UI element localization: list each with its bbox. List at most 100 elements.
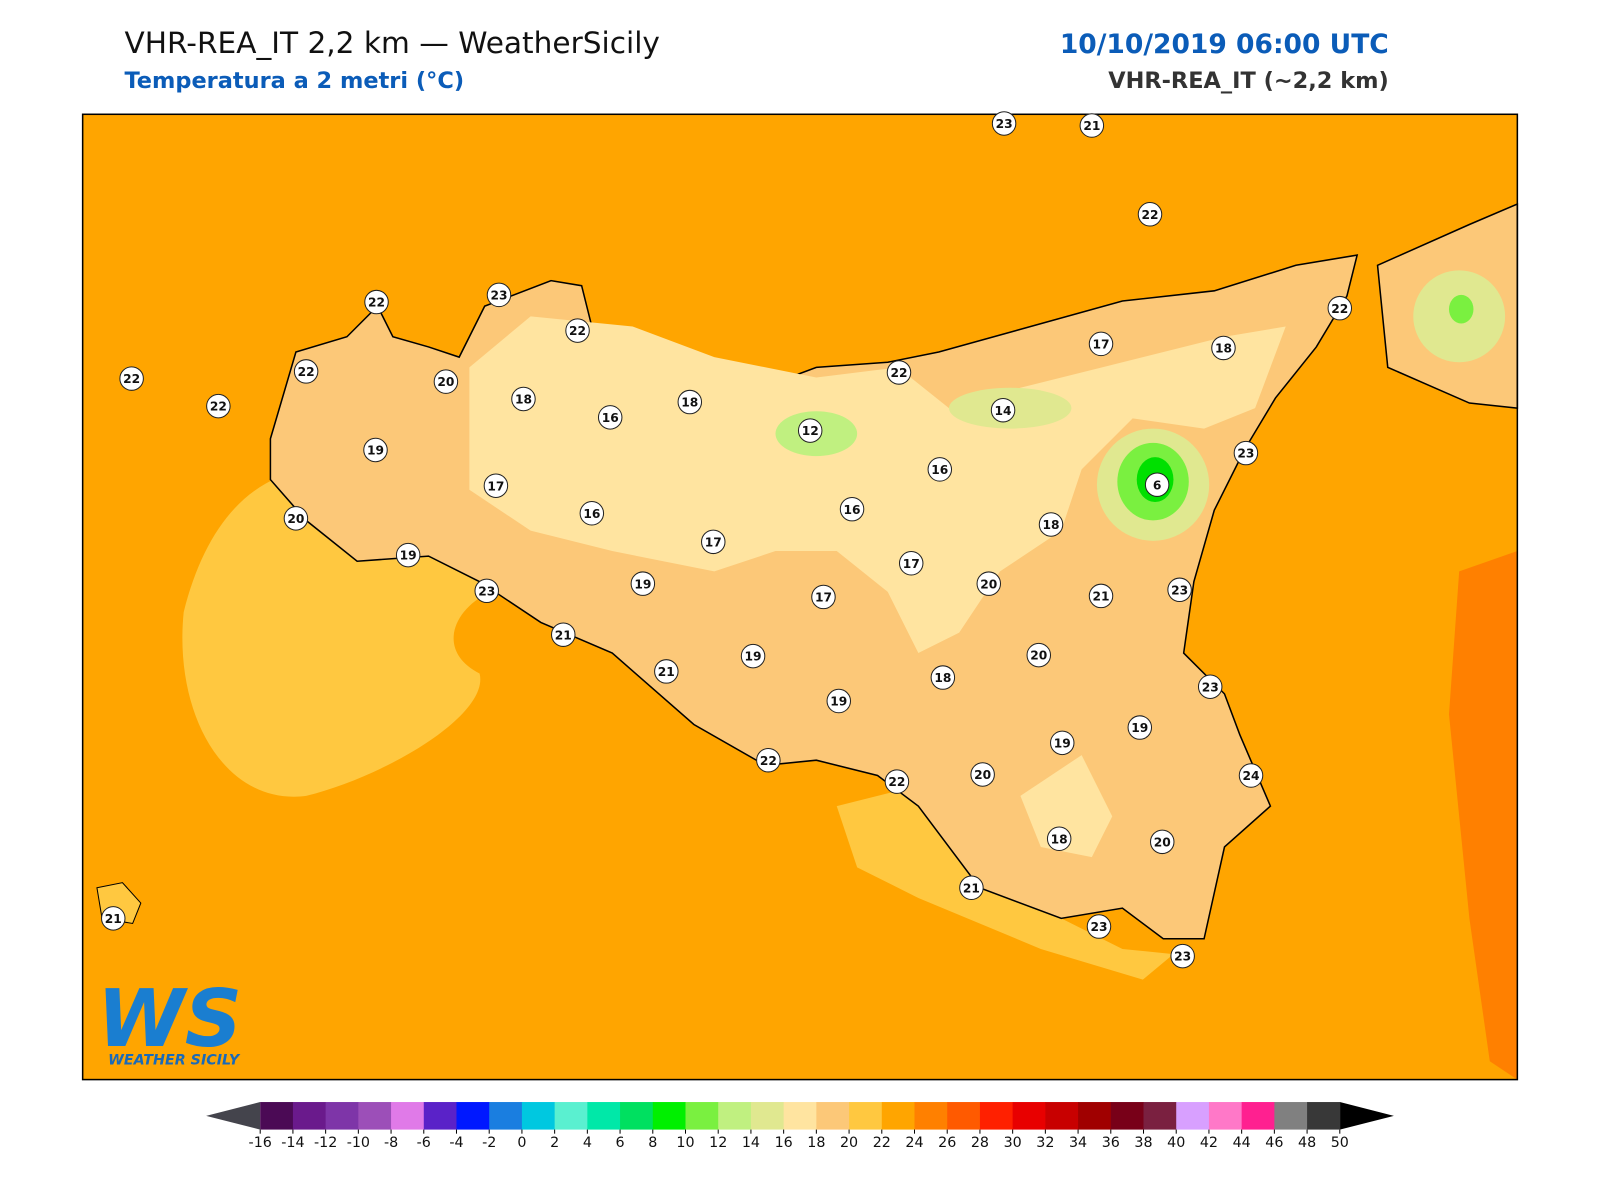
station: 20 xyxy=(433,369,459,394)
station-marker xyxy=(364,289,389,315)
station: 19 xyxy=(826,688,852,714)
station-value: 21 xyxy=(1093,590,1110,604)
station: 22 xyxy=(1137,202,1163,227)
station: 21 xyxy=(654,659,679,684)
station-value: 22 xyxy=(1141,208,1158,222)
logo-name: WEATHER SICILY xyxy=(108,1052,241,1068)
subtitle: Temperatura a 2 metri (°C) xyxy=(124,68,464,94)
cool-area xyxy=(1448,294,1474,324)
colorbar-segment xyxy=(685,1102,719,1130)
station-marker xyxy=(1144,472,1170,497)
station-value: 22 xyxy=(888,775,905,789)
station-marker xyxy=(1079,113,1105,138)
station-value: 22 xyxy=(210,400,227,414)
station-marker xyxy=(474,578,499,604)
colorbar-tick-label: -10 xyxy=(347,1135,370,1151)
station-marker xyxy=(826,688,852,714)
station: 23 xyxy=(1233,440,1259,466)
station-marker xyxy=(1170,943,1195,969)
station-value: 22 xyxy=(890,366,907,380)
colorbar-tick-label: 32 xyxy=(1036,1135,1054,1151)
station-value: 19 xyxy=(367,444,384,458)
station-value: 17 xyxy=(1093,337,1110,351)
logo: WS WEATHER SICILY xyxy=(97,972,242,1068)
station-marker xyxy=(1211,335,1236,361)
station-value: 16 xyxy=(844,503,861,517)
station: 21 xyxy=(959,875,984,900)
station-value: 16 xyxy=(583,507,600,521)
station: 16 xyxy=(579,501,605,526)
colorbar-segment xyxy=(489,1102,523,1130)
station-marker xyxy=(1127,715,1153,740)
station-marker xyxy=(976,571,1002,596)
station-value: 23 xyxy=(1171,583,1188,597)
station-marker xyxy=(1086,914,1112,939)
colorbar-tick-label: -12 xyxy=(314,1135,337,1151)
station: 17 xyxy=(898,551,924,576)
station-marker xyxy=(206,393,231,419)
station-value: 22 xyxy=(123,372,140,386)
station-marker xyxy=(293,359,319,384)
station: 16 xyxy=(839,496,865,522)
station-value: 20 xyxy=(1154,835,1171,849)
station-marker xyxy=(283,506,309,531)
colorbar-tick-label: 26 xyxy=(938,1135,956,1151)
station: 23 xyxy=(1170,943,1195,969)
station-marker xyxy=(927,457,953,482)
station-marker xyxy=(959,875,984,900)
station-marker xyxy=(1038,512,1064,537)
colorbar-tick-label: -14 xyxy=(281,1135,304,1151)
colorbar-tick-label: 40 xyxy=(1167,1135,1185,1151)
station-value: 22 xyxy=(298,365,315,379)
station-marker xyxy=(1167,577,1192,603)
colorbar-tick-label: 0 xyxy=(517,1135,526,1151)
colorbar-segment xyxy=(1208,1102,1243,1130)
colorbar-segment xyxy=(620,1102,654,1130)
station: 21 xyxy=(1079,113,1105,138)
station-marker xyxy=(1050,730,1075,756)
station-value: 18 xyxy=(1215,342,1232,356)
station-value: 17 xyxy=(487,479,504,493)
station-marker xyxy=(884,769,910,794)
station-marker xyxy=(886,360,912,385)
station: 19 xyxy=(395,542,421,568)
colorbar-segment xyxy=(456,1102,490,1130)
colorbar-segment xyxy=(292,1102,327,1130)
station-value: 6 xyxy=(1153,478,1162,492)
station: 19 xyxy=(1050,730,1075,756)
station-marker xyxy=(565,318,590,343)
station-marker xyxy=(1150,829,1175,855)
station-value: 19 xyxy=(1054,736,1071,750)
station-marker xyxy=(654,659,679,684)
colorbar-tick-label: 42 xyxy=(1200,1135,1218,1151)
colorbar-segment xyxy=(816,1102,850,1130)
station: 23 xyxy=(991,111,1017,136)
station: 17 xyxy=(701,529,726,555)
station-marker xyxy=(991,111,1017,136)
station: 6 xyxy=(1144,472,1170,497)
colorbar-tick-label: -16 xyxy=(249,1135,272,1151)
colorbar-tick-label: 8 xyxy=(648,1135,657,1151)
station-value: 23 xyxy=(478,584,495,598)
station-value: 18 xyxy=(1043,518,1060,532)
station-value: 20 xyxy=(437,375,454,389)
station-value: 17 xyxy=(705,535,722,549)
station: 18 xyxy=(511,386,536,412)
station: 19 xyxy=(363,437,388,463)
colorbar-tick-label: -4 xyxy=(449,1135,463,1151)
colorbar-segment xyxy=(914,1102,948,1130)
colorbar-tick-label: 20 xyxy=(840,1135,858,1151)
colorbar: -16 -14 -12 -10 -8 -6 -4 -2 0 2 4 6 8 10 12 14 16 18 20 22 2… xyxy=(206,1102,1394,1151)
station-marker xyxy=(756,747,781,773)
colorbar-segment xyxy=(1241,1102,1275,1130)
colorbar-segment xyxy=(1274,1102,1308,1130)
colorbar-segment xyxy=(358,1102,392,1130)
station: 20 xyxy=(970,762,995,787)
station-marker xyxy=(677,389,703,415)
colorbar-tick-label: 4 xyxy=(583,1135,592,1151)
colorbar-segment xyxy=(1045,1102,1079,1130)
colorbar-segment xyxy=(391,1102,425,1130)
station: 22 xyxy=(119,366,144,391)
